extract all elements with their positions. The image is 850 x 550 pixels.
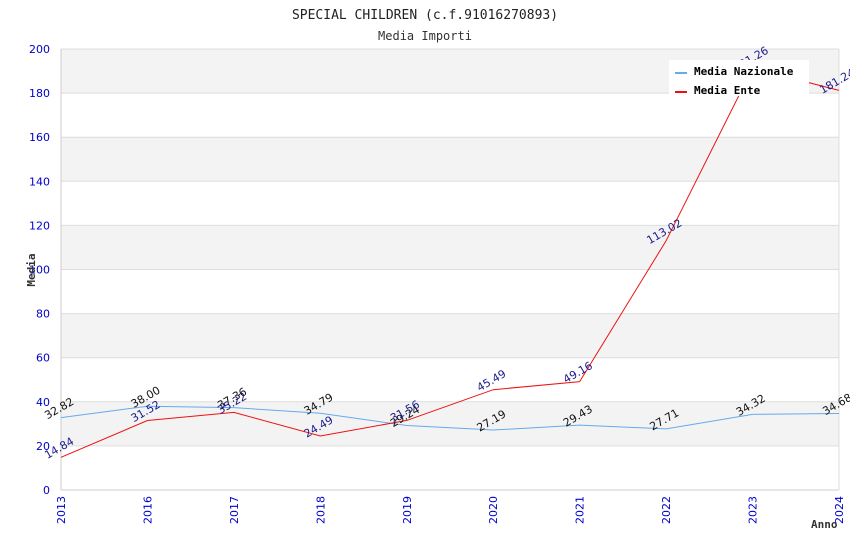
x-tick-label: 2019	[401, 496, 414, 524]
legend-label-media-ente: Media Ente	[694, 84, 761, 97]
chart-subtitle: Media Importi	[378, 29, 472, 43]
grid-band	[61, 313, 839, 358]
data-label: 14.84	[42, 435, 76, 462]
chart-title: SPECIAL CHILDREN (c.f.91016270893)	[292, 8, 558, 23]
y-tick-label: 120	[29, 219, 50, 232]
x-tick-label: 2020	[487, 496, 500, 524]
x-tick-label: 2013	[55, 496, 68, 524]
x-tick-label: 2018	[314, 496, 327, 524]
grid-band	[61, 137, 839, 182]
y-tick-label: 160	[29, 131, 50, 144]
x-tick-label: 2023	[747, 496, 760, 524]
legend-box	[669, 60, 809, 96]
x-tick-label: 2016	[141, 496, 154, 524]
grid-band	[61, 401, 839, 446]
y-axis-title: Media	[25, 253, 38, 286]
x-tick-label: 2021	[574, 496, 587, 524]
y-tick-label: 60	[36, 352, 50, 365]
x-tick-label: 2017	[228, 496, 241, 524]
x-axis-ticks: 2013 2016 2017 2018 2019 2020 2021 2022 2023 2024	[55, 496, 846, 524]
y-axis-ticks: 0 20 40 60 80 100 120 140 160 180 200	[29, 43, 50, 497]
grid-band	[61, 225, 839, 270]
series-line-media-nazionale	[60, 405, 840, 431]
y-tick-label: 40	[36, 396, 50, 409]
y-tick-label: 80	[36, 308, 50, 321]
y-tick-label: 180	[29, 87, 50, 100]
x-tick-label: 2022	[660, 496, 673, 524]
y-tick-label: 200	[29, 43, 50, 56]
series-line-media-ente	[60, 67, 840, 458]
y-tick-label: 100	[29, 264, 50, 277]
axes	[60, 49, 840, 491]
series-lines	[60, 67, 840, 458]
x-axis-title: Anno	[811, 518, 838, 531]
y-tick-label: 20	[36, 440, 50, 453]
y-tick-label: 0	[43, 484, 50, 497]
legend: Media Nazionale Media Ente	[669, 60, 809, 97]
y-tick-label: 140	[29, 175, 50, 188]
legend-label-media-nazionale: Media Nazionale	[694, 65, 794, 78]
grid-bands	[61, 49, 839, 446]
x-tick-label: 2024	[833, 496, 846, 524]
